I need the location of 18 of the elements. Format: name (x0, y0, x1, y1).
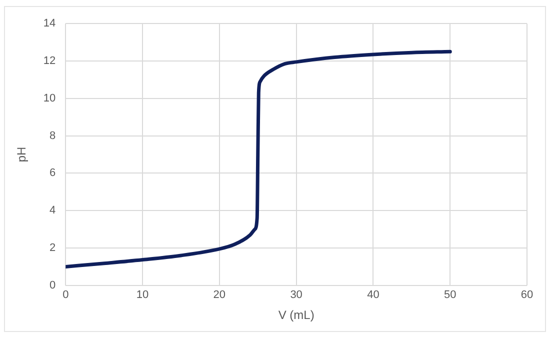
x-axis-title: V (mL) (278, 308, 314, 322)
y-tick-label: 10 (43, 92, 56, 104)
x-tick-label: 30 (290, 289, 302, 302)
y-tick-label: 4 (50, 204, 56, 217)
y-tick-label: 12 (43, 55, 56, 68)
x-tick-label: 20 (213, 289, 226, 302)
x-tick-label: 0 (62, 289, 69, 302)
x-tick-label: 40 (367, 289, 380, 302)
y-tick-label: 0 (50, 279, 56, 292)
x-tick-label: 10 (136, 289, 149, 302)
y-tick-label: 14 (43, 18, 56, 30)
y-tick-label: 6 (50, 167, 56, 180)
line-series (66, 50, 452, 268)
y-tick-label: 2 (50, 242, 56, 254)
y-tick-label: 8 (50, 130, 56, 142)
x-tick-label: 60 (520, 289, 534, 302)
x-tick-label: 50 (444, 289, 456, 302)
y-axis-title: pH (14, 146, 29, 162)
